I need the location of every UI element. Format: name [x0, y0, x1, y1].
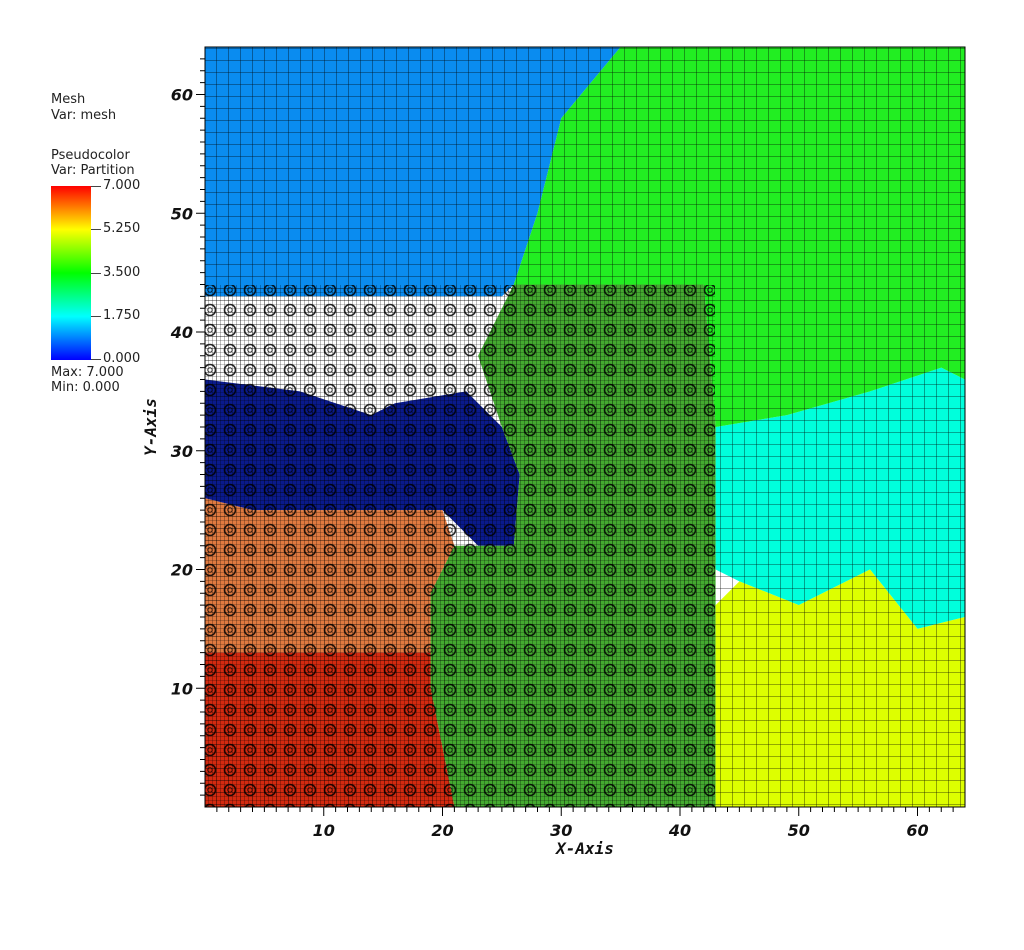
y-axis: 10 20 30 40 50 60	[170, 58, 205, 796]
y-tick-label: 60	[171, 86, 193, 105]
legend-mesh-title: Mesh	[51, 92, 86, 107]
legend: Mesh Var: mesh Pseudocolor Var: Partitio…	[51, 92, 191, 412]
colorbar-label: 3.500	[103, 265, 141, 280]
x-axis-title: X-Axis	[554, 839, 614, 858]
y-axis-title: Y-Axis	[141, 398, 160, 456]
colorbar-tick	[91, 359, 101, 360]
colorbar-label: 1.750	[103, 308, 141, 323]
y-tick-label: 40	[170, 323, 193, 342]
x-axis: 10 20 30 40 50 60	[216, 807, 954, 840]
colorbar-tick	[91, 229, 101, 230]
y-tick-label: 50	[171, 204, 193, 223]
legend-min: Min: 0.000	[51, 380, 120, 395]
colorbar-tick	[91, 316, 101, 317]
x-tick-label: 50	[788, 821, 810, 840]
legend-pseudocolor-var: Var: Partition	[51, 163, 135, 178]
y-tick-label: 10	[171, 679, 193, 698]
x-tick-label: 20	[431, 821, 453, 840]
colorbar-label: 5.250	[103, 221, 141, 236]
colorbar-tick	[91, 186, 101, 187]
legend-pseudocolor-title: Pseudocolor	[51, 148, 130, 163]
mesh-overlay	[205, 47, 965, 807]
colorbar-tick	[91, 273, 101, 274]
y-tick-label: 20	[171, 561, 193, 580]
colorbar-label-max: 7.000	[103, 178, 141, 193]
colorbar	[51, 186, 91, 360]
x-tick-label: 60	[906, 821, 928, 840]
legend-max: Max: 7.000	[51, 365, 124, 380]
fine-mesh-lines	[205, 285, 715, 807]
x-tick-label: 40	[668, 821, 691, 840]
x-tick-label: 10	[313, 821, 335, 840]
legend-mesh-var: Var: mesh	[51, 108, 117, 123]
colorbar-label-min: 0.000	[103, 351, 141, 366]
y-tick-label: 30	[171, 442, 193, 461]
x-tick-label: 30	[550, 821, 572, 840]
